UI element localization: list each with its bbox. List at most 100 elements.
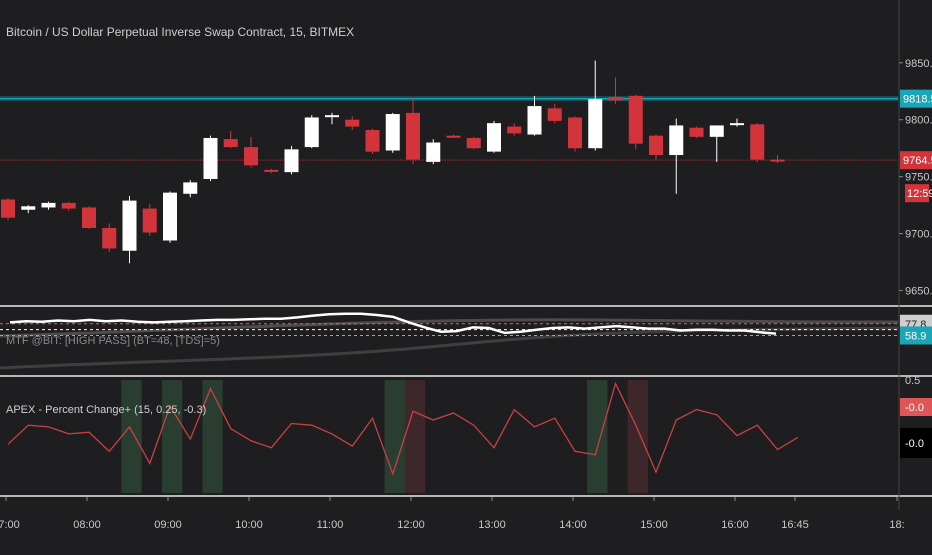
candle-body	[1, 199, 15, 218]
countdown-label: 12:59	[907, 188, 932, 200]
candle-body	[102, 227, 117, 249]
candle[interactable]	[547, 103, 562, 124]
candle-body	[426, 142, 441, 162]
time-tick-label: 08:00	[73, 519, 101, 531]
candle-body	[406, 112, 420, 160]
candle[interactable]	[750, 123, 765, 162]
candle[interactable]	[385, 112, 400, 153]
candle[interactable]	[345, 116, 360, 130]
candle[interactable]	[264, 168, 279, 174]
highlight-band	[627, 380, 648, 493]
chart-title: Bitcoin / US Dollar Perpetual Inverse Sw…	[6, 25, 354, 39]
candle[interactable]	[284, 145, 299, 175]
candle-body	[345, 119, 360, 127]
candle[interactable]	[41, 201, 56, 210]
candle[interactable]	[203, 135, 218, 182]
candle-body	[385, 114, 400, 151]
time-tick-label: 11:00	[317, 519, 344, 531]
panel-separator[interactable]	[0, 375, 932, 377]
candle[interactable]	[669, 118, 684, 194]
time-tick-label: 16:00	[721, 519, 749, 531]
price-tick-label: 9700.0	[905, 229, 932, 241]
candle-body	[507, 126, 522, 134]
candle-body	[487, 123, 501, 152]
candle[interactable]	[244, 136, 258, 168]
candle[interactable]	[487, 120, 501, 153]
candle-body	[365, 129, 380, 152]
candle[interactable]	[426, 139, 441, 165]
price-label: 9818.5	[903, 94, 932, 106]
time-tick-label: 12:00	[397, 519, 425, 531]
oscillator-line[interactable]	[9, 312, 777, 335]
time-tick-label: 13:00	[478, 519, 506, 531]
candle-body	[628, 95, 643, 144]
price-label-box	[900, 151, 932, 170]
candle[interactable]	[446, 134, 461, 138]
candle[interactable]	[21, 205, 36, 214]
apex-label: -0.0	[905, 402, 924, 414]
candle-body	[203, 137, 218, 179]
time-tick-label: 15:00	[640, 519, 668, 531]
candle[interactable]	[527, 95, 542, 136]
candle[interactable]	[628, 94, 643, 150]
time-axis[interactable]: 07:00 08:00 09:00 10:00 11:00 12:00 13:00 14:00…	[0, 497, 905, 531]
candle[interactable]	[163, 191, 177, 243]
candle[interactable]	[649, 134, 663, 160]
highlight-band	[202, 380, 223, 493]
candle-body	[61, 202, 76, 209]
candle[interactable]	[608, 77, 623, 104]
price-panel[interactable]: Bitcoin / US Dollar Perpetual Inverse Sw…	[0, 25, 898, 264]
candle[interactable]	[82, 206, 96, 230]
candle[interactable]	[709, 125, 724, 162]
candle-body	[264, 169, 279, 172]
candle[interactable]	[122, 196, 137, 264]
apex-panel[interactable]: APEX - Percent Change+ (15, 0.25, -0.3)	[6, 380, 799, 493]
candle-body	[142, 208, 157, 233]
lower-envelope	[0, 326, 899, 370]
candle[interactable]	[325, 112, 339, 125]
candle-body	[223, 139, 238, 148]
candle[interactable]	[466, 136, 481, 150]
candle-body	[689, 127, 704, 137]
time-tick-label: 18:	[889, 519, 904, 531]
candle[interactable]	[588, 60, 603, 151]
candle[interactable]	[223, 131, 238, 149]
panel-separator[interactable]	[0, 305, 932, 307]
candle[interactable]	[406, 98, 420, 165]
price-label-box	[900, 89, 932, 108]
candle[interactable]	[568, 116, 582, 152]
panel-separator[interactable]	[0, 495, 932, 497]
candle[interactable]	[183, 180, 198, 198]
candle[interactable]	[1, 198, 15, 220]
candle[interactable]	[304, 115, 319, 149]
candle[interactable]	[142, 204, 157, 236]
candle[interactable]	[770, 155, 785, 164]
candle-body	[466, 137, 481, 149]
apex-tick-label: 0.5	[905, 375, 920, 387]
candle-body	[325, 115, 339, 118]
candle-body	[568, 117, 582, 149]
candle[interactable]	[689, 126, 704, 138]
candle-body	[750, 124, 765, 160]
highlight-band	[404, 380, 426, 493]
candle[interactable]	[730, 118, 744, 127]
candle[interactable]	[61, 201, 76, 211]
price-tick-label: 9850.0	[905, 58, 932, 70]
time-tick-label: 09:00	[154, 519, 182, 531]
candle[interactable]	[507, 123, 522, 136]
price-tick-label: 9800.0	[905, 115, 932, 127]
highlight-band	[121, 380, 142, 493]
apex-label: -0.0	[905, 438, 924, 450]
price-axis[interactable]: 9850.0 9800.0 9750.0 9700.0 9650.0 9818.5 9764…	[898, 0, 932, 510]
candle-body	[730, 123, 744, 126]
candle-body	[588, 99, 603, 149]
oscillator-panel[interactable]: MTF @BIT: [HIGH PASS] (BT=48, [TDS]=5)	[0, 312, 899, 370]
candle-body	[163, 192, 177, 241]
highlight-band	[587, 380, 608, 493]
candle[interactable]	[102, 223, 117, 252]
candle-body	[709, 125, 724, 137]
candle[interactable]	[365, 128, 380, 154]
candle-body	[527, 106, 542, 135]
percent-change-line[interactable]	[7, 381, 799, 476]
